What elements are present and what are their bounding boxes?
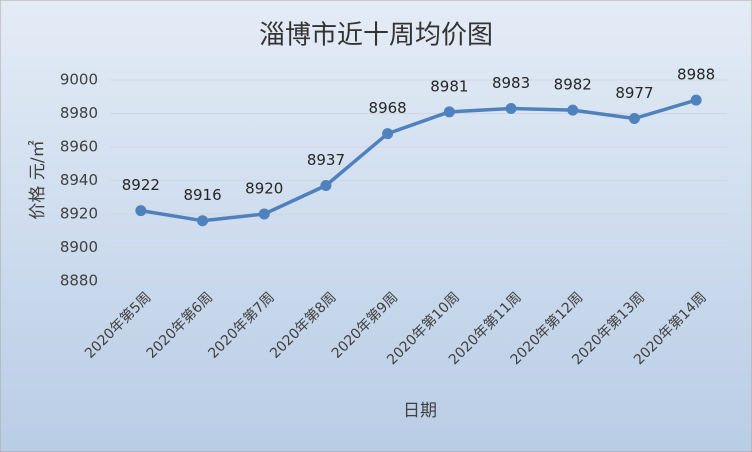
data-label: 8920 xyxy=(245,180,283,198)
y-axis-title: 价格 元/㎡ xyxy=(28,140,48,219)
marker xyxy=(320,180,332,192)
y-tick-label: 8940 xyxy=(60,171,98,189)
marker xyxy=(135,205,147,217)
marker xyxy=(197,215,209,227)
data-label: 8981 xyxy=(430,77,468,95)
data-label: 8922 xyxy=(122,176,160,194)
marker xyxy=(258,208,270,220)
x-axis-title: 日期 xyxy=(403,401,437,421)
data-label: 8916 xyxy=(183,186,221,204)
marker xyxy=(505,102,517,114)
marker xyxy=(382,128,394,140)
y-tick-label: 8900 xyxy=(60,238,98,256)
marker xyxy=(690,94,702,106)
chart-title: 淄博市近十周均价图 xyxy=(259,21,493,51)
y-tick-label: 8880 xyxy=(60,272,98,290)
marker xyxy=(567,104,579,116)
y-tick-label: 8980 xyxy=(60,104,98,122)
data-label: 8988 xyxy=(677,66,715,84)
data-label: 8977 xyxy=(615,84,653,102)
marker xyxy=(628,113,640,125)
data-label: 8968 xyxy=(369,99,407,117)
data-label: 8937 xyxy=(307,151,345,169)
data-label: 8983 xyxy=(492,74,530,92)
y-tick-label: 9000 xyxy=(60,71,98,89)
line xyxy=(140,98,697,223)
y-tick-label: 8920 xyxy=(60,205,98,223)
data-label: 8982 xyxy=(554,76,592,94)
y-tick-label: 8960 xyxy=(60,138,98,156)
marker xyxy=(443,106,455,118)
